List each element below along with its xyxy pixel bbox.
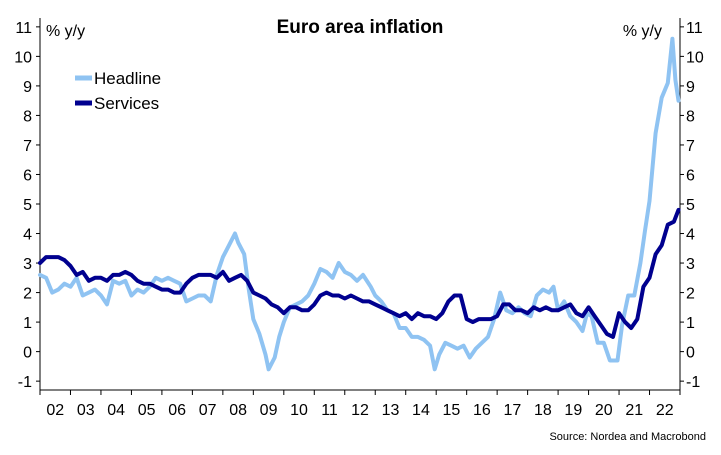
y-tick-label-left: 3 [23, 256, 32, 273]
y-tick-label-right: 7 [686, 138, 695, 155]
y-tick-label-left: 6 [23, 167, 32, 184]
right-axis-unit-label: % y/y [623, 23, 662, 40]
y-tick-label-right: 3 [686, 256, 695, 273]
x-tick-label: 10 [290, 402, 308, 419]
x-tick-label: 20 [595, 402, 613, 419]
x-tick-label: 07 [199, 402, 217, 419]
x-tick-label: 08 [229, 402, 247, 419]
y-tick-label-right: 11 [686, 20, 703, 37]
y-tick-label-left: 9 [23, 79, 32, 96]
chart-title: Euro area inflation [277, 17, 444, 38]
legend: Headline Services [75, 69, 161, 113]
x-tick-label: 16 [473, 402, 491, 419]
y-tick-label-left: 4 [23, 227, 32, 244]
y-tick-label-right: 9 [686, 79, 695, 96]
series-line-headline [38, 36, 681, 372]
x-tick-label: 02 [46, 402, 64, 419]
left-axis-unit-label: % y/y [46, 23, 85, 40]
y-tick-label-left: 0 [23, 345, 32, 362]
y-tick-label-right: 8 [686, 108, 695, 125]
x-tick-label: 15 [443, 402, 461, 419]
y-tick-label-left: 11 [15, 20, 32, 37]
y-tick-label-left: 5 [23, 197, 32, 214]
y-tick-label-left: 7 [23, 138, 32, 155]
x-tick-label: 18 [534, 402, 552, 419]
y-tick-label-right: 4 [686, 227, 695, 244]
x-tick-label: 03 [77, 402, 95, 419]
x-tick-label: 22 [656, 402, 674, 419]
x-tick-label: 19 [564, 402, 582, 419]
x-tick-label: 05 [138, 402, 156, 419]
x-tick-label: 12 [351, 402, 369, 419]
x-tick-label: 09 [260, 402, 278, 419]
x-tick-label: 17 [503, 402, 521, 419]
y-tick-label-left: 2 [23, 286, 32, 303]
x-tick-label: 13 [382, 402, 400, 419]
x-tick-label: 11 [321, 402, 338, 419]
y-tick-label-left: 1 [23, 315, 32, 332]
y-tick-label-left: -1 [18, 374, 32, 391]
x-tick-label: 04 [107, 402, 125, 419]
x-tick-label: 14 [412, 402, 430, 419]
y-tick-label-right: 0 [686, 345, 695, 362]
legend-label-services: Services [94, 94, 159, 113]
y-tick-label-right: 5 [686, 197, 695, 214]
legend-label-headline: Headline [94, 69, 161, 88]
series-line-services [38, 207, 681, 339]
y-tick-label-right: 10 [686, 49, 704, 66]
y-tick-label-left: 10 [14, 49, 32, 66]
y-tick-label-right: 6 [686, 167, 695, 184]
y-tick-label-right: 1 [686, 315, 695, 332]
y-tick-label-right: 2 [686, 286, 695, 303]
source-note: Source: Nordea and Macrobond [549, 431, 706, 443]
x-tick-label: 21 [625, 402, 643, 419]
y-tick-label-left: 8 [23, 108, 32, 125]
x-tick-label: 06 [168, 402, 186, 419]
y-tick-label-right: -1 [686, 374, 700, 391]
